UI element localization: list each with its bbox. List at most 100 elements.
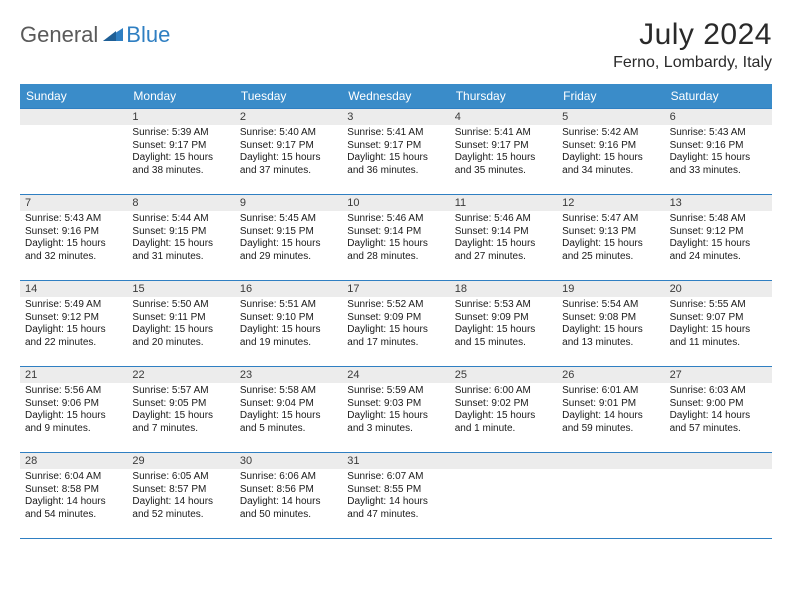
sunrise-text: Sunrise: 5:57 AM [132,385,229,398]
sunrise-text: Sunrise: 5:50 AM [132,299,229,312]
calendar-cell-empty [665,452,772,538]
calendar-cell: 30Sunrise: 6:06 AMSunset: 8:56 PMDayligh… [235,452,342,538]
day-number [20,109,127,125]
sunrise-text: Sunrise: 5:51 AM [240,299,337,312]
sunrise-text: Sunrise: 6:05 AM [132,471,229,484]
sunrise-text: Sunrise: 5:49 AM [25,299,122,312]
sunrise-text: Sunrise: 5:56 AM [25,385,122,398]
sunrise-text: Sunrise: 5:55 AM [670,299,767,312]
sunset-text: Sunset: 9:02 PM [455,398,552,411]
sunset-text: Sunset: 9:12 PM [670,226,767,239]
sunset-text: Sunset: 9:14 PM [347,226,444,239]
daylight-text: Daylight: 15 hours and 20 minutes. [132,324,229,349]
calendar-cell: 28Sunrise: 6:04 AMSunset: 8:58 PMDayligh… [20,452,127,538]
cell-body: Sunrise: 5:39 AMSunset: 9:17 PMDaylight:… [127,125,234,180]
day-number: 4 [450,109,557,125]
daylight-text: Daylight: 15 hours and 33 minutes. [670,152,767,177]
daylight-text: Daylight: 15 hours and 35 minutes. [455,152,552,177]
sunrise-text: Sunrise: 5:59 AM [347,385,444,398]
sunrise-text: Sunrise: 5:43 AM [25,213,122,226]
logo: General Blue [20,18,170,48]
sunrise-text: Sunrise: 5:41 AM [455,127,552,140]
day-number: 26 [557,367,664,383]
daylight-text: Daylight: 15 hours and 37 minutes. [240,152,337,177]
sunrise-text: Sunrise: 5:52 AM [347,299,444,312]
cell-body: Sunrise: 5:44 AMSunset: 9:15 PMDaylight:… [127,211,234,266]
sunset-text: Sunset: 9:09 PM [347,312,444,325]
day-number: 28 [20,453,127,469]
logo-triangle-icon [103,25,123,46]
cell-body: Sunrise: 5:54 AMSunset: 9:08 PMDaylight:… [557,297,664,352]
day-number: 31 [342,453,449,469]
day-number: 6 [665,109,772,125]
day-number: 23 [235,367,342,383]
cell-body: Sunrise: 6:00 AMSunset: 9:02 PMDaylight:… [450,383,557,438]
calendar-cell: 3Sunrise: 5:41 AMSunset: 9:17 PMDaylight… [342,108,449,194]
sunset-text: Sunset: 9:06 PM [25,398,122,411]
day-number: 3 [342,109,449,125]
day-number: 10 [342,195,449,211]
cell-body: Sunrise: 5:46 AMSunset: 9:14 PMDaylight:… [342,211,449,266]
cell-body: Sunrise: 5:48 AMSunset: 9:12 PMDaylight:… [665,211,772,266]
daylight-text: Daylight: 15 hours and 9 minutes. [25,410,122,435]
calendar-cell: 31Sunrise: 6:07 AMSunset: 8:55 PMDayligh… [342,452,449,538]
calendar-cell: 19Sunrise: 5:54 AMSunset: 9:08 PMDayligh… [557,280,664,366]
daylight-text: Daylight: 14 hours and 52 minutes. [132,496,229,521]
cell-body: Sunrise: 5:53 AMSunset: 9:09 PMDaylight:… [450,297,557,352]
sunrise-text: Sunrise: 5:43 AM [670,127,767,140]
sunset-text: Sunset: 9:13 PM [562,226,659,239]
sunset-text: Sunset: 9:15 PM [240,226,337,239]
cell-body: Sunrise: 6:07 AMSunset: 8:55 PMDaylight:… [342,469,449,524]
sunrise-text: Sunrise: 6:07 AM [347,471,444,484]
day-number: 21 [20,367,127,383]
cell-body: Sunrise: 5:50 AMSunset: 9:11 PMDaylight:… [127,297,234,352]
cell-body: Sunrise: 5:55 AMSunset: 9:07 PMDaylight:… [665,297,772,352]
sunset-text: Sunset: 9:01 PM [562,398,659,411]
sunset-text: Sunset: 9:10 PM [240,312,337,325]
sunset-text: Sunset: 8:57 PM [132,484,229,497]
sunrise-text: Sunrise: 5:39 AM [132,127,229,140]
cell-body: Sunrise: 5:52 AMSunset: 9:09 PMDaylight:… [342,297,449,352]
day-number: 30 [235,453,342,469]
sunrise-text: Sunrise: 5:46 AM [455,213,552,226]
sunset-text: Sunset: 9:00 PM [670,398,767,411]
calendar-cell: 4Sunrise: 5:41 AMSunset: 9:17 PMDaylight… [450,108,557,194]
calendar-cell: 20Sunrise: 5:55 AMSunset: 9:07 PMDayligh… [665,280,772,366]
title-block: July 2024 Ferno, Lombardy, Italy [613,18,772,72]
daylight-text: Daylight: 15 hours and 36 minutes. [347,152,444,177]
calendar-cell: 2Sunrise: 5:40 AMSunset: 9:17 PMDaylight… [235,108,342,194]
daylight-text: Daylight: 15 hours and 24 minutes. [670,238,767,263]
day-number: 25 [450,367,557,383]
calendar-cell: 7Sunrise: 5:43 AMSunset: 9:16 PMDaylight… [20,194,127,280]
dow-header: Saturday [665,84,772,108]
dow-header: Sunday [20,84,127,108]
sunset-text: Sunset: 9:16 PM [562,140,659,153]
dow-header: Thursday [450,84,557,108]
sunset-text: Sunset: 9:16 PM [670,140,767,153]
calendar-cell: 8Sunrise: 5:44 AMSunset: 9:15 PMDaylight… [127,194,234,280]
daylight-text: Daylight: 14 hours and 59 minutes. [562,410,659,435]
daylight-text: Daylight: 15 hours and 13 minutes. [562,324,659,349]
sunset-text: Sunset: 8:58 PM [25,484,122,497]
calendar-grid: SundayMondayTuesdayWednesdayThursdayFrid… [20,84,772,539]
sunrise-text: Sunrise: 5:58 AM [240,385,337,398]
daylight-text: Daylight: 15 hours and 3 minutes. [347,410,444,435]
sunrise-text: Sunrise: 6:01 AM [562,385,659,398]
daylight-text: Daylight: 14 hours and 57 minutes. [670,410,767,435]
sunset-text: Sunset: 9:16 PM [25,226,122,239]
daylight-text: Daylight: 15 hours and 15 minutes. [455,324,552,349]
cell-body: Sunrise: 6:05 AMSunset: 8:57 PMDaylight:… [127,469,234,524]
sunset-text: Sunset: 9:07 PM [670,312,767,325]
sunset-text: Sunset: 9:08 PM [562,312,659,325]
calendar-cell: 29Sunrise: 6:05 AMSunset: 8:57 PMDayligh… [127,452,234,538]
sunset-text: Sunset: 9:17 PM [240,140,337,153]
daylight-text: Daylight: 15 hours and 19 minutes. [240,324,337,349]
sunrise-text: Sunrise: 5:53 AM [455,299,552,312]
day-number [557,453,664,469]
cell-body: Sunrise: 6:06 AMSunset: 8:56 PMDaylight:… [235,469,342,524]
sunrise-text: Sunrise: 5:46 AM [347,213,444,226]
calendar-cell: 6 Sunrise: 5:43 AMSunset: 9:16 PMDaylight… [665,108,772,194]
daylight-text: Daylight: 15 hours and 29 minutes. [240,238,337,263]
cell-body: Sunrise: 5:51 AMSunset: 9:10 PMDaylight:… [235,297,342,352]
calendar-cell: 1Sunrise: 5:39 AMSunset: 9:17 PMDaylight… [127,108,234,194]
